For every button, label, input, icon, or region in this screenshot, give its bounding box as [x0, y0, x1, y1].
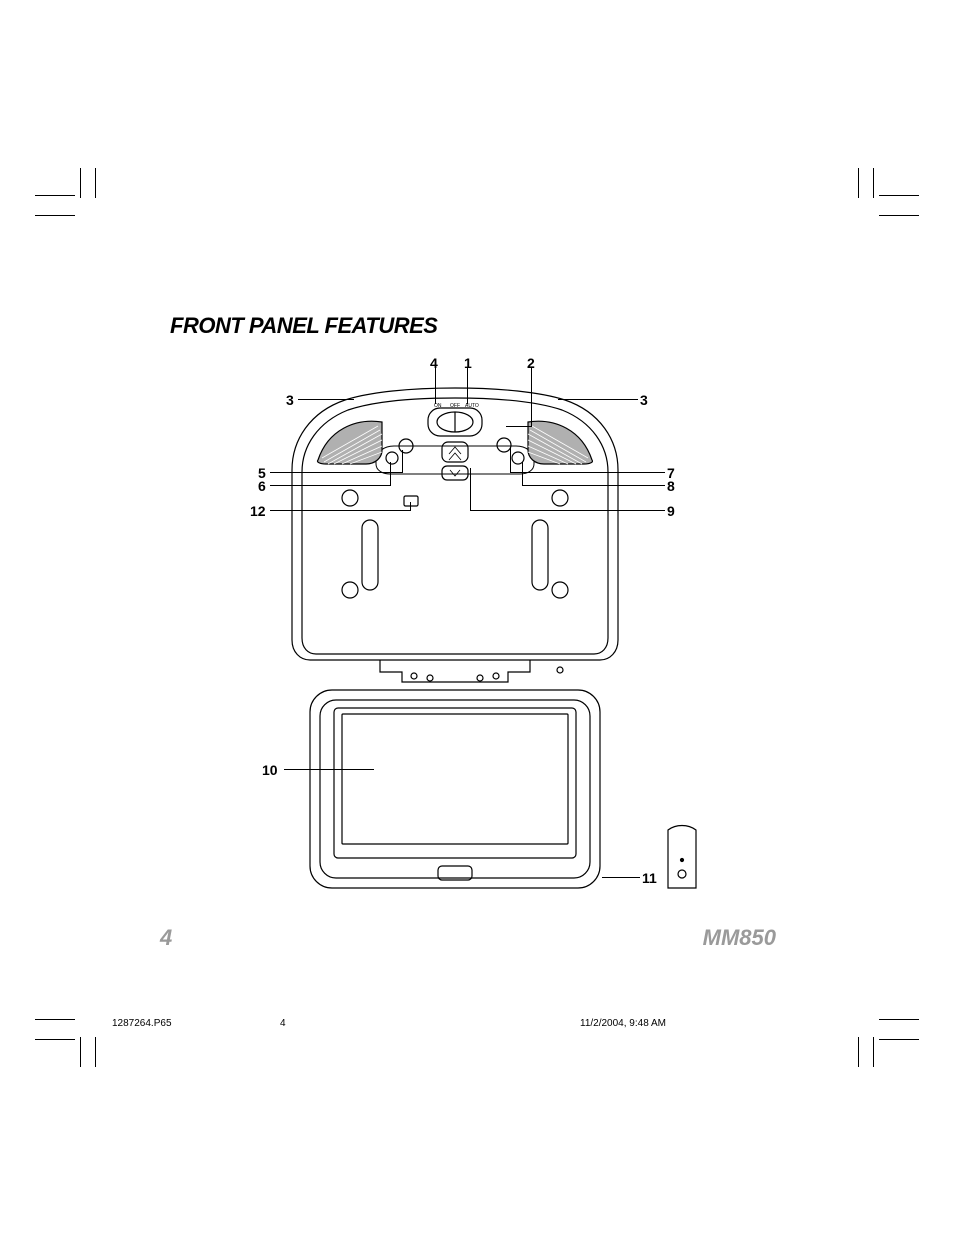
crop-mark [858, 1037, 859, 1067]
callout-12: 12 [250, 503, 266, 519]
page-title: FRONT PANEL FEATURES [170, 313, 437, 339]
lead-8h [522, 485, 665, 486]
crop-mark [35, 1019, 75, 1020]
lead-2v [531, 368, 532, 426]
crop-mark [879, 1019, 919, 1020]
lead-12v [410, 502, 411, 511]
lead-1 [467, 368, 468, 404]
footer-page-number: 4 [280, 1018, 286, 1029]
callout-11: 11 [642, 870, 657, 886]
callout-4: 4 [430, 355, 438, 371]
lead-5v [402, 450, 403, 473]
lead-12h [270, 510, 410, 511]
crop-mark [95, 1037, 96, 1067]
lead-4 [435, 368, 436, 404]
crop-mark [95, 168, 96, 198]
callout-6: 6 [258, 478, 266, 494]
crop-mark [879, 1039, 919, 1040]
crop-mark [35, 195, 75, 196]
footer-datetime: 11/2/2004, 9:48 AM [580, 1018, 666, 1029]
lead-8v [522, 462, 523, 486]
lead-9h [470, 510, 665, 511]
lead-6h [270, 485, 390, 486]
device-line-drawing: ON OFF AUTO [170, 350, 740, 910]
lead-11 [602, 877, 640, 878]
callout-3-right: 3 [640, 392, 648, 408]
lead-7v [510, 448, 511, 473]
lead-2h [506, 426, 532, 427]
lead-5h [270, 472, 402, 473]
callout-9: 9 [667, 503, 675, 519]
model-number: MM850 [703, 925, 776, 951]
callout-3-left: 3 [286, 392, 294, 408]
lead-10 [284, 769, 374, 770]
crop-mark [879, 215, 919, 216]
manual-page: FRONT PANEL FEATURES [0, 0, 954, 1235]
footer-filename: 1287264.P65 [112, 1018, 172, 1029]
crop-mark [80, 168, 81, 198]
crop-mark [35, 1039, 75, 1040]
crop-mark [873, 168, 874, 198]
crop-mark [873, 1037, 874, 1067]
front-panel-diagram: ON OFF AUTO 1 4 2 3 3 5 6 12 7 8 9 10 11 [170, 350, 740, 910]
switch-off-label: OFF [450, 403, 460, 409]
lead-6v [390, 462, 391, 486]
crop-mark [879, 195, 919, 196]
page-number: 4 [160, 925, 172, 951]
crop-mark [35, 215, 75, 216]
lead-9v [470, 468, 471, 511]
crop-mark [858, 168, 859, 198]
crop-mark [80, 1037, 81, 1067]
lead-3l [298, 399, 354, 400]
callout-10: 10 [262, 762, 278, 778]
lead-7h [510, 472, 665, 473]
callout-8: 8 [667, 478, 675, 494]
lead-3r [558, 399, 638, 400]
